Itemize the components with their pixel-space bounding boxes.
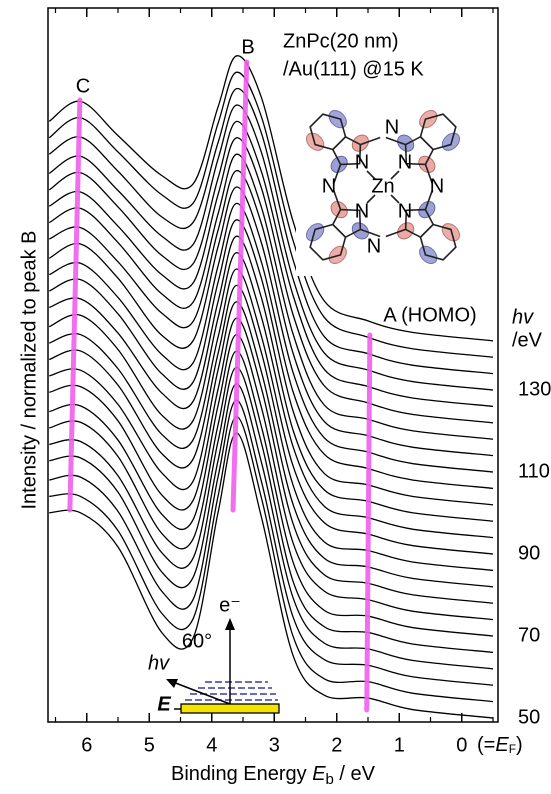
x-tick-label: 4: [206, 734, 217, 756]
hv-tick-label: 110: [518, 460, 550, 482]
atom-label: N: [430, 175, 444, 197]
atom-label: N: [355, 200, 369, 222]
atom-label: Zn: [371, 175, 394, 197]
zero-note-close: ): [516, 734, 523, 756]
atom-label: N: [322, 175, 336, 197]
x-tick-label: 5: [144, 734, 155, 756]
peak-guide: [364, 332, 373, 713]
atom-label: N: [355, 151, 369, 173]
peak-guide: [67, 97, 83, 513]
spectrum: [49, 432, 494, 719]
atom-label: N: [367, 235, 381, 257]
sample-label: /Au(111) @15 K: [283, 58, 424, 80]
x-tick-label: 1: [394, 734, 405, 756]
photon-label: hv: [148, 652, 170, 674]
x-label-unit: / eV: [334, 763, 376, 785]
hv-tick-label: 70: [518, 624, 540, 646]
x-label-sub: b: [326, 771, 334, 788]
hv-axis-symbol: hv: [512, 306, 534, 328]
x-tick-label: 2: [331, 734, 342, 756]
atom-label: N: [398, 200, 412, 222]
plot-frame: [47, 7, 499, 723]
zero-note: (=EF): [477, 734, 523, 756]
zero-note-open: (=: [477, 734, 495, 756]
spectrum: [48, 55, 494, 342]
y-axis-label: Intensity / normalized to peak B: [18, 230, 40, 509]
zero-note-sub: F: [509, 742, 516, 756]
atom-label: N: [385, 116, 399, 138]
peak-label: B: [241, 36, 254, 58]
hv-tick-label: 50: [518, 706, 540, 728]
geometry-inset: 60° hv e⁻ E: [148, 594, 280, 715]
x-tick-label: 3: [269, 734, 280, 756]
molecule: N N N N N N N N Zn: [292, 96, 474, 278]
x-label-symbol: E: [312, 763, 326, 785]
guides: C B A (HOMO): [67, 36, 477, 713]
angle-label: 60°: [182, 630, 212, 652]
peak-label: A (HOMO): [383, 304, 476, 326]
x-axis-label: Binding Energy Eb / eV: [171, 763, 376, 788]
axes: 6 5 4 3 2 1 0 50 70 90 110 130: [54, 8, 551, 756]
hv-tick-label: 90: [518, 542, 540, 564]
hv-axis-unit: /eV: [512, 329, 543, 351]
x-tick-label: 6: [81, 734, 92, 756]
electron-label: e⁻: [219, 594, 241, 616]
peak-guide: [230, 59, 250, 513]
x-label-text: Binding Energy: [171, 763, 312, 785]
atom-label: N: [398, 151, 412, 173]
hv-tick-label: 130: [518, 378, 551, 400]
sample-label: ZnPc(20 nm): [283, 30, 399, 52]
zero-note-symbol: E: [495, 734, 509, 756]
x-tick-label: 0: [456, 734, 467, 756]
field-label: E: [157, 693, 171, 715]
peak-label: C: [76, 75, 90, 97]
